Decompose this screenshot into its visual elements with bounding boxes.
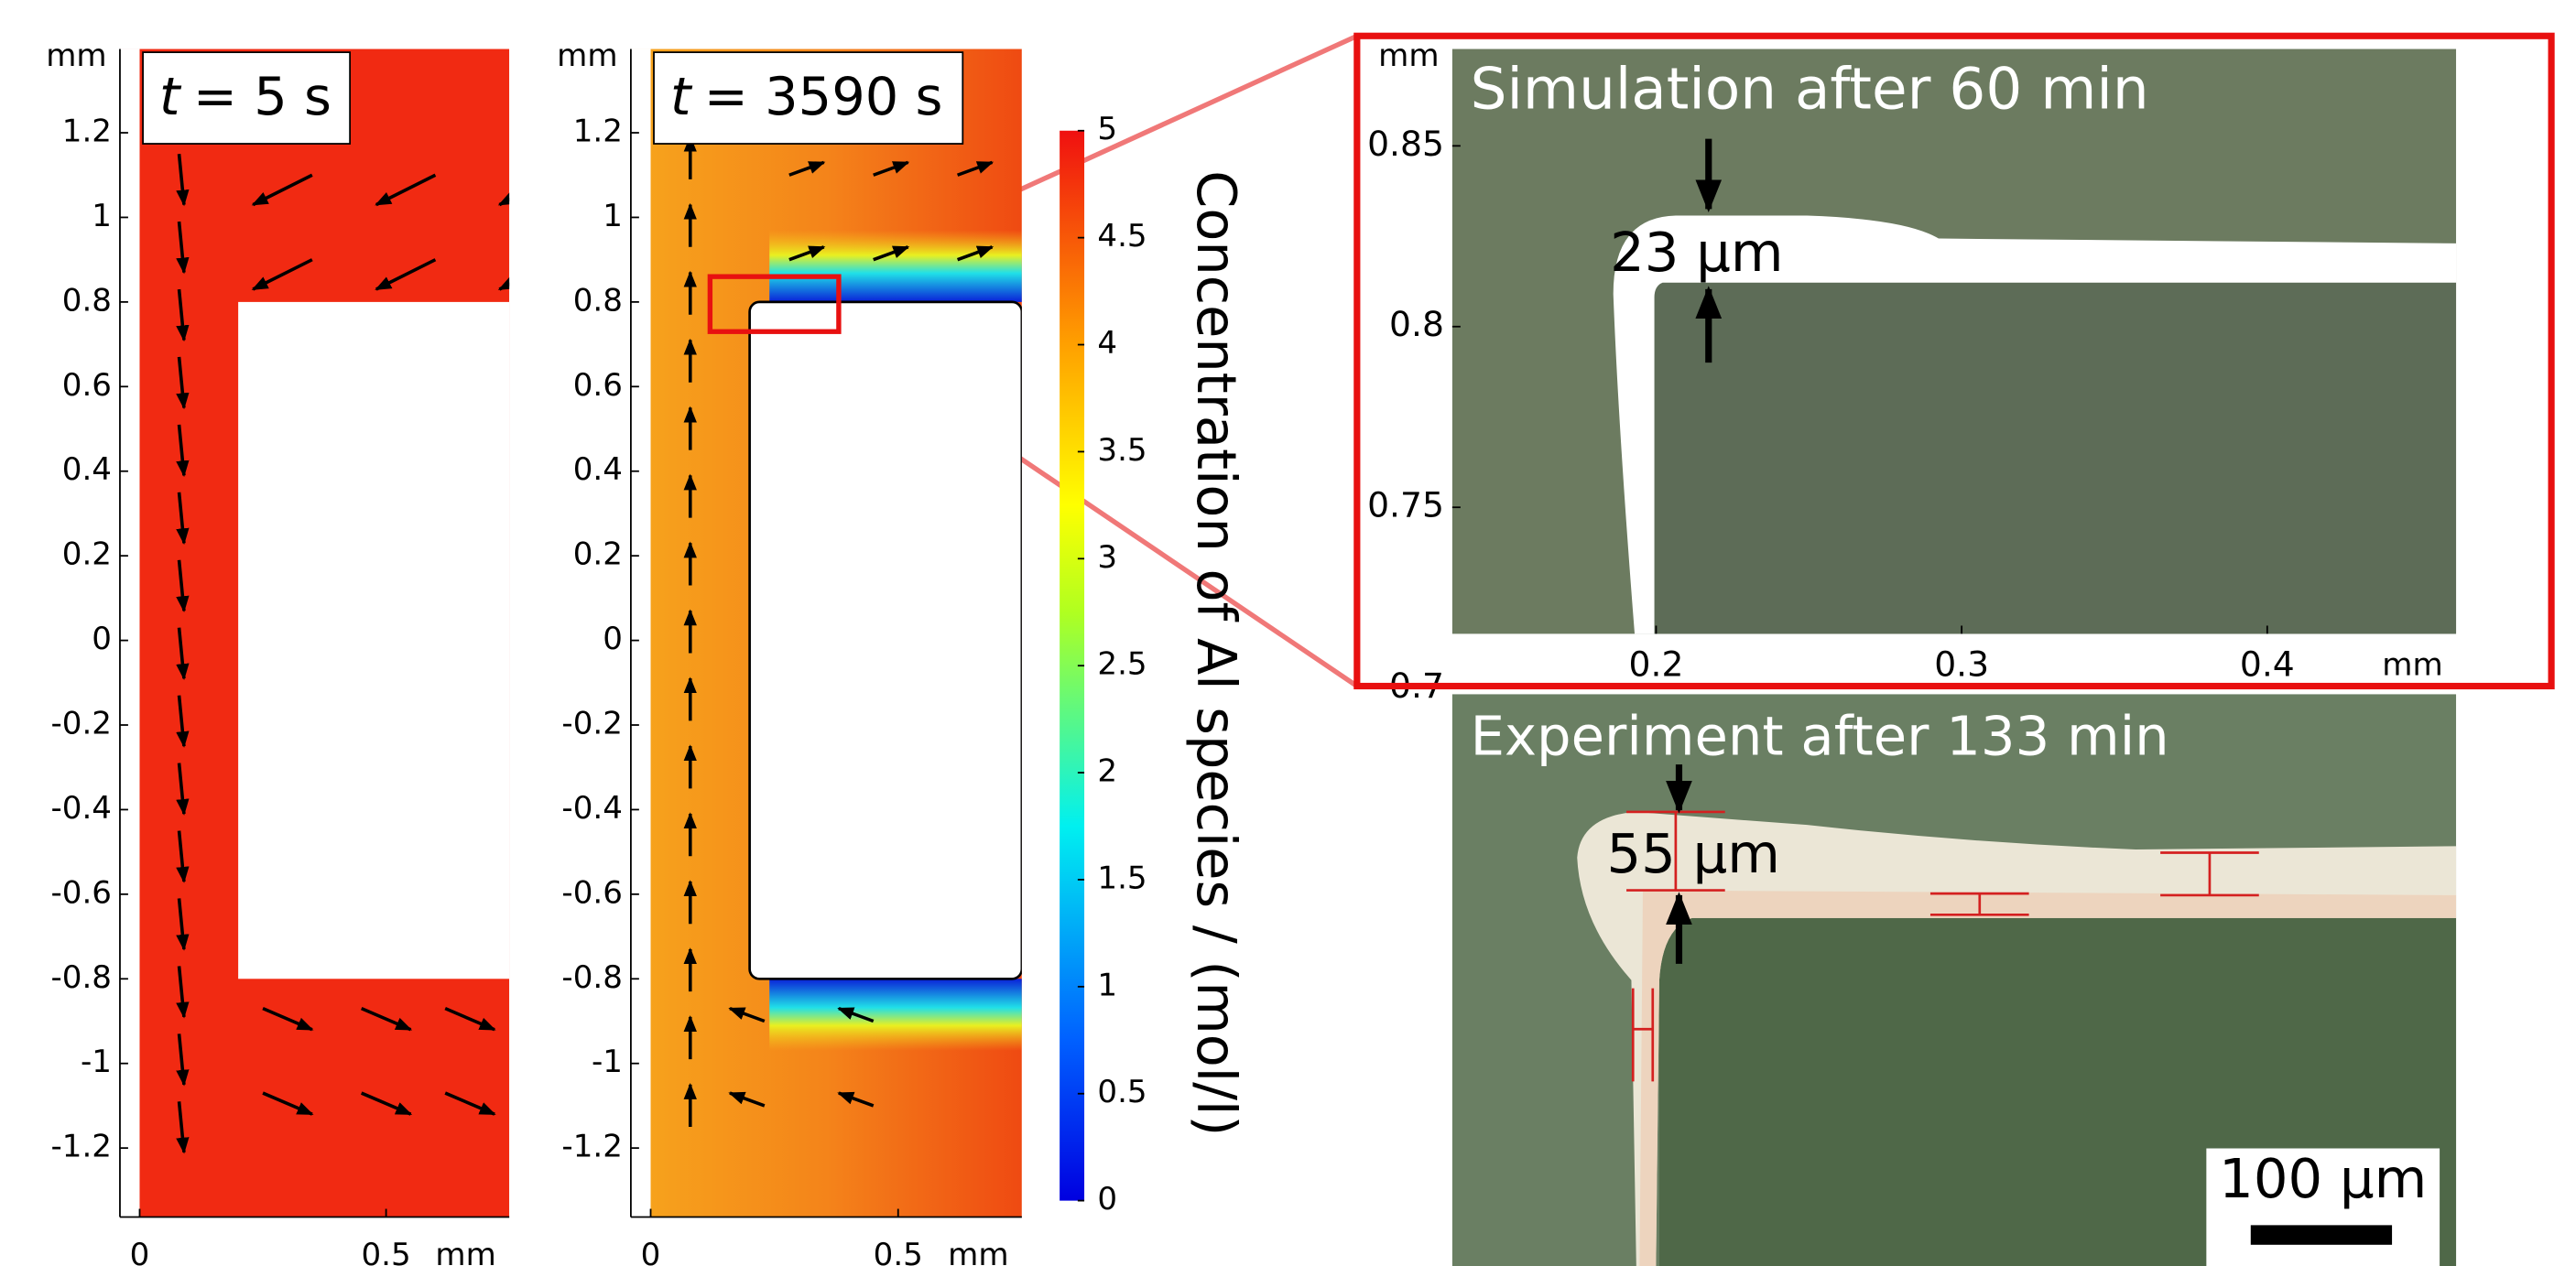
field-plot (631, 49, 1022, 1217)
y-tick-label: -1.2 (561, 1129, 622, 1165)
depletion-band (769, 230, 1022, 302)
y-tick-label: -0.2 (561, 706, 622, 742)
colorbar-tick-label: 3 (1097, 539, 1117, 576)
colorbar-tick-label: 0 (1097, 1181, 1117, 1217)
y-tick-label: 1 (603, 198, 623, 234)
y-tick-label: 0.4 (62, 451, 112, 488)
colorbar-tick-label: 1 (1097, 967, 1117, 1003)
y-tick-label: 0 (603, 621, 623, 657)
inset-title: Simulation after 60 min (1471, 56, 2149, 123)
y-tick-label: 0.2 (62, 536, 112, 573)
x-tick-label: 0.2 (1629, 644, 1684, 685)
x-tick-label: 0.5 (874, 1237, 923, 1266)
y-tick-label: -1 (81, 1044, 112, 1080)
obstacle (750, 302, 1022, 979)
obstacle (238, 302, 509, 979)
y-tick-label: 0.4 (573, 451, 623, 488)
inset-plot (1452, 49, 2456, 634)
annotation-variable: t (670, 66, 693, 127)
x-tick-label: 0 (130, 1237, 150, 1266)
colorbar-tick-label: 5 (1097, 111, 1117, 147)
y-tick-label: -0.8 (51, 959, 112, 996)
y-tick-label: -0.2 (51, 706, 112, 742)
y-tick-label: 0.6 (62, 367, 112, 404)
y-tick-label: 0.2 (573, 536, 623, 573)
x-unit: mm (435, 1237, 495, 1266)
y-tick-label: 1 (92, 198, 112, 234)
y-unit: mm (557, 38, 617, 74)
wall (120, 49, 140, 1217)
inset-substrate (1655, 283, 2456, 634)
y-tick-label: 0 (92, 621, 112, 657)
y-tick-label: -0.6 (51, 874, 112, 911)
colorbar-tick-label: 4 (1097, 325, 1117, 362)
x-tick-label: 0.3 (1934, 644, 1989, 685)
x-tick-label: 0 (641, 1237, 661, 1266)
annotation-value: = 3590 s (704, 66, 943, 127)
x-tick-label: 0.4 (2240, 644, 2295, 685)
colorbar-tick-label: 1.5 (1097, 860, 1147, 897)
y-tick-label: -1.2 (51, 1129, 112, 1165)
field-plot (120, 49, 559, 1217)
y-tick-label: 0.8 (62, 282, 112, 319)
y-unit: mm (1378, 38, 1439, 74)
y-tick-label: -0.4 (51, 790, 112, 827)
colorbar-tick-label: 0.5 (1097, 1074, 1147, 1110)
annotation: t= 3590 s (670, 66, 942, 127)
y-tick-label: -0.4 (561, 790, 622, 827)
photo-title: Experiment after 133 min (1471, 705, 2169, 768)
colorbar-tick-label: 2 (1097, 753, 1117, 790)
inset-annotation: 23 µm (1610, 221, 1783, 284)
y-unit: mm (46, 38, 106, 74)
x-tick-label: 0.5 (361, 1237, 410, 1266)
y-tick-label: -0.8 (561, 959, 622, 996)
y-tick-label: 0.6 (573, 367, 623, 404)
depletion-band (769, 979, 1022, 1051)
colorbar-tick-label: 4.5 (1097, 218, 1147, 254)
y-tick-label: 0.8 (1389, 304, 1444, 344)
figure: Experiment after 133 min 55 µm 100 µm -1… (0, 0, 2576, 1266)
y-tick-label: 1.2 (573, 114, 623, 150)
y-tick-label: -1 (592, 1044, 623, 1080)
photo-panel: Experiment after 133 min 55 µm 100 µm (1452, 694, 2456, 1266)
scale-bar-label: 100 µm (2219, 1147, 2427, 1210)
colorbar-label: Concentration of Al species / (mol/l) (1185, 170, 1248, 1136)
x-unit: mm (2382, 647, 2442, 684)
y-tick-label: 0.85 (1367, 124, 1444, 164)
annotation-value: = 5 s (193, 66, 332, 127)
y-tick-label: 0.8 (573, 282, 623, 319)
y-tick-label: 1.2 (62, 114, 112, 150)
y-tick-label: -0.6 (561, 874, 622, 911)
x-unit: mm (948, 1237, 1008, 1266)
y-tick-label: 0.75 (1367, 485, 1444, 525)
annotation-variable: t (159, 66, 182, 127)
scale-bar (2251, 1225, 2392, 1244)
colorbar-tick-label: 3.5 (1097, 432, 1147, 469)
wall (631, 49, 651, 1217)
colorbar-tick-label: 2.5 (1097, 646, 1147, 683)
photo-annotation: 55 µm (1607, 822, 1780, 885)
